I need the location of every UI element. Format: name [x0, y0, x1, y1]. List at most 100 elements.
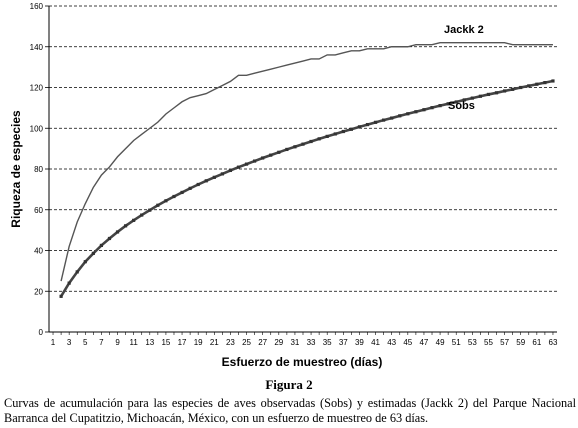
x-tick-label: 41 [371, 338, 380, 347]
x-tick-label: 45 [403, 338, 412, 347]
x-tick-label: 35 [323, 338, 332, 347]
sobs-point [285, 147, 289, 152]
sobs-point [317, 137, 321, 141]
sobs-point [261, 156, 265, 160]
sobs-point [349, 127, 353, 131]
sobs-point [269, 153, 273, 157]
x-tick-label: 59 [516, 338, 525, 347]
sobs-point [132, 218, 136, 222]
x-tick-label: 29 [274, 338, 283, 347]
sobs-point [228, 168, 233, 173]
x-tick-label: 61 [532, 338, 541, 347]
sobs-point [357, 125, 362, 129]
sobs-point [172, 194, 176, 199]
sobs-point [140, 213, 144, 217]
sobs-point [204, 179, 208, 183]
sobs-point [494, 91, 499, 95]
sobs-point [527, 84, 531, 88]
y-tick-labels: 0 20 40 60 80 100 120 140 160 [30, 2, 44, 337]
sobs-point [382, 118, 386, 122]
x-axis-title: Esfuerzo de muestreo (días) [222, 355, 383, 369]
sobs-point [99, 243, 104, 248]
series-line-jackk2 [60, 41, 553, 282]
x-tick-label: 39 [355, 338, 364, 347]
x-tick-label: 1 [51, 338, 56, 347]
sobs-point [406, 112, 410, 116]
sobs-point [333, 132, 337, 136]
x-tick-label: 27 [258, 338, 267, 347]
x-tick-label: 13 [145, 338, 154, 347]
sobs-point [156, 203, 160, 207]
sobs-point [277, 150, 281, 154]
sobs-point [478, 94, 482, 98]
x-tick-label: 23 [226, 338, 235, 347]
sobs-point [83, 260, 87, 264]
y-tick-label: 60 [34, 206, 43, 215]
sobs-point [535, 82, 539, 86]
sobs-point [67, 281, 71, 285]
sobs-point [196, 182, 200, 187]
sobs-point [164, 199, 168, 203]
x-tick-label: 21 [210, 338, 219, 347]
y-tick-label: 80 [34, 165, 43, 174]
sobs-point [180, 190, 184, 195]
sobs-point [188, 186, 192, 190]
sobs-point [511, 87, 515, 91]
x-tick-label: 63 [549, 338, 558, 347]
x-tick-label: 5 [83, 338, 88, 347]
sobs-point [253, 159, 257, 163]
y-tick-label: 40 [34, 247, 43, 256]
sobs-point [115, 230, 120, 234]
x-tick-label: 33 [307, 338, 316, 347]
sobs-point [148, 208, 152, 212]
x-tick-label: 7 [99, 338, 104, 347]
sobs-point [486, 92, 491, 97]
x-tick-label: 55 [484, 338, 493, 347]
x-tick-label: 9 [115, 338, 120, 347]
x-tick-label: 11 [130, 338, 139, 347]
axes [45, 5, 557, 335]
y-axis-title: Riqueza de especies [9, 110, 23, 228]
sobs-point [244, 162, 249, 166]
sobs-point [462, 98, 466, 102]
series-label-jackk2: Jackk 2 [444, 24, 484, 36]
sobs-point [91, 251, 95, 255]
y-tick-label: 20 [34, 287, 43, 296]
figure-caption: Curvas de acumulación para las especies … [4, 396, 576, 425]
sobs-point [422, 108, 426, 112]
sobs-point [293, 145, 297, 149]
series-label-sobs: Sobs [448, 100, 475, 112]
x-tick-label: 43 [387, 338, 396, 347]
sobs-point [309, 139, 313, 144]
sobs-point [430, 106, 434, 110]
sobs-point [59, 294, 63, 298]
y-tick-label: 120 [30, 84, 44, 93]
x-tick-label: 49 [436, 338, 445, 347]
sobs-point [212, 175, 216, 179]
sobs-point [124, 224, 128, 228]
figure-title: Figura 2 [265, 377, 313, 392]
x-tick-label: 47 [419, 338, 428, 347]
x-tick-label: 25 [242, 338, 251, 347]
sobs-point [390, 116, 394, 120]
sobs-point [438, 104, 442, 108]
sobs-point [519, 85, 523, 90]
sobs-point [551, 79, 555, 83]
y-tick-label: 100 [30, 124, 44, 133]
sobs-point [470, 96, 474, 100]
sobs-point [502, 89, 507, 93]
series-lines [59, 41, 555, 298]
x-tick-label: 15 [161, 338, 170, 347]
x-tick-label: 51 [452, 338, 461, 347]
sobs-point [236, 165, 241, 169]
series-line-sobs [59, 79, 554, 298]
x-tick-label: 57 [500, 338, 509, 347]
x-tick-label: 31 [290, 338, 299, 347]
sobs-point [341, 129, 345, 134]
sobs-point [373, 120, 378, 124]
sobs-point [414, 110, 418, 114]
sobs-point [365, 122, 370, 127]
x-tick-label: 37 [339, 338, 348, 347]
x-tick-label: 53 [468, 338, 477, 347]
